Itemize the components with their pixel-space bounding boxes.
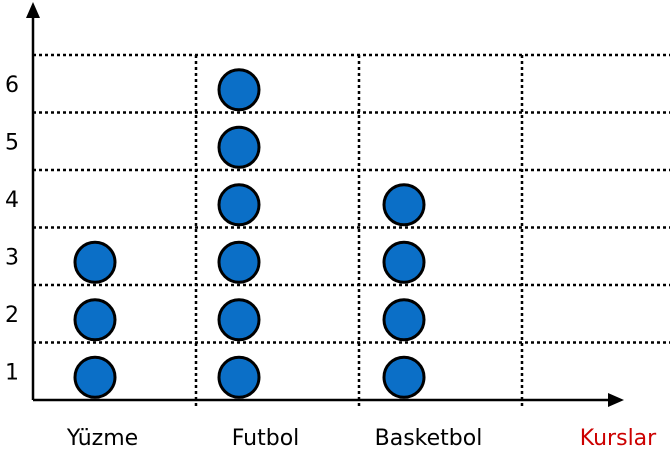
- category-label: Futbol: [232, 426, 300, 451]
- y-tick-label: 6: [5, 73, 19, 98]
- x-axis-arrow-icon: [608, 393, 624, 407]
- data-marker: [217, 240, 261, 284]
- data-marker: [73, 355, 117, 399]
- data-marker: [217, 355, 261, 399]
- data-marker: [217, 298, 261, 342]
- data-marker: [382, 355, 426, 399]
- category-label: Basketbol: [375, 426, 483, 451]
- y-tick-label: 5: [5, 130, 19, 155]
- data-marker: [217, 183, 261, 227]
- x-axis-title: Kurslar: [580, 426, 657, 451]
- y-tick-labels: 1 2 3 4 5 6: [5, 73, 19, 386]
- y-tick-label: 1: [5, 360, 19, 385]
- data-marker: [382, 298, 426, 342]
- category-labels: Yüzme Futbol Basketbol: [66, 426, 483, 451]
- data-marker: [217, 125, 261, 169]
- category-label: Yüzme: [66, 426, 138, 451]
- data-markers: [73, 68, 426, 399]
- data-marker: [382, 240, 426, 284]
- y-tick-label: 3: [5, 245, 19, 270]
- data-marker: [73, 298, 117, 342]
- grid: [33, 53, 670, 408]
- y-axis-arrow-icon: [26, 2, 40, 18]
- data-marker: [217, 68, 261, 112]
- y-tick-label: 2: [5, 303, 19, 328]
- data-marker: [73, 240, 117, 284]
- y-tick-label: 4: [5, 188, 19, 213]
- data-marker: [382, 183, 426, 227]
- axes: [26, 2, 624, 407]
